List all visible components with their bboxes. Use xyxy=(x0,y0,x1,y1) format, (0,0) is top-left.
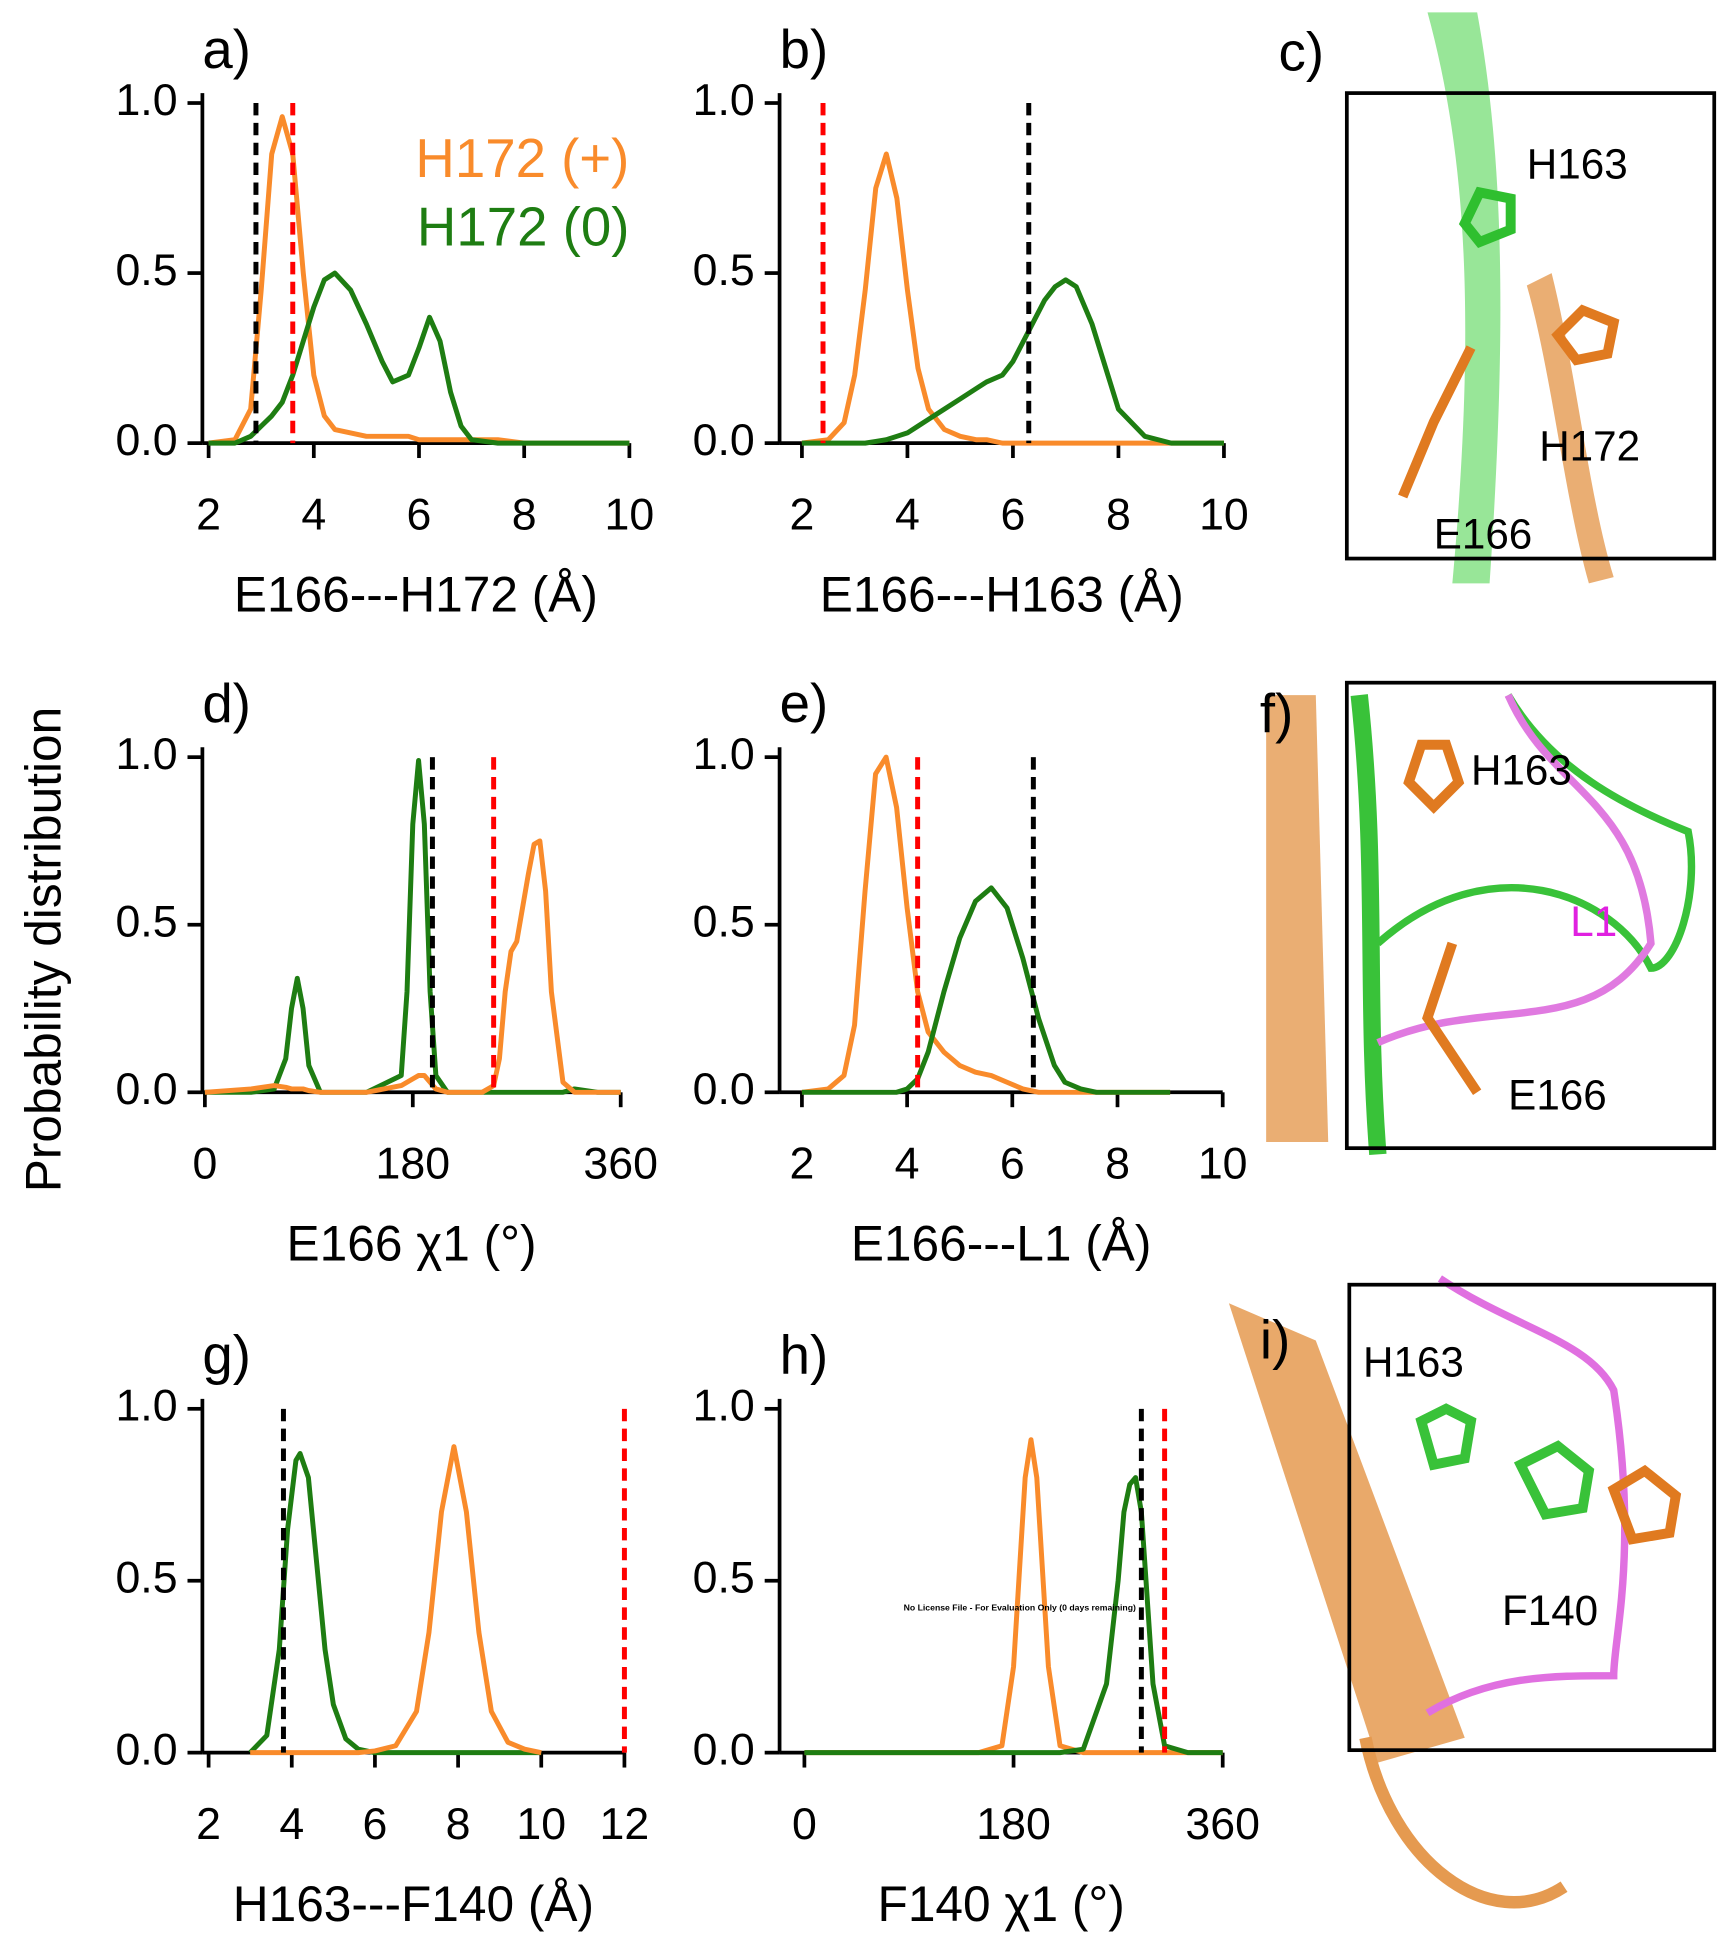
x-axis-label: E166 χ1 (°) xyxy=(287,1216,537,1272)
x-tick-label: 0 xyxy=(792,1800,817,1849)
x-tick-label: 180 xyxy=(976,1800,1051,1849)
x-axis-label: F140 χ1 (°) xyxy=(878,1876,1125,1932)
x-tick-label: 180 xyxy=(376,1140,451,1189)
x-tick-label: 0 xyxy=(192,1140,217,1189)
x-tick-label: 4 xyxy=(895,490,920,539)
line-series xyxy=(801,754,1171,1095)
panel: d) 0.0 0.5 1.0 0 180 360 E166 χ1 (°) xyxy=(115,673,658,1272)
x-axis-label: H163---F140 (Å) xyxy=(233,1876,594,1932)
x-tick-label: 10 xyxy=(516,1800,566,1849)
x-tick-label: 4 xyxy=(895,1140,920,1189)
y-axis-label: Probability distribution xyxy=(15,707,71,1192)
residue-label: H163 xyxy=(1527,141,1628,188)
y-tick-label: 1.0 xyxy=(115,76,177,125)
panel-label: b) xyxy=(780,19,829,80)
y-tick-label: 0.5 xyxy=(693,898,755,947)
x-tick-label: 2 xyxy=(196,1800,221,1849)
residue-label: E166 xyxy=(1508,1072,1607,1119)
y-tick-label: 1.0 xyxy=(693,1382,755,1431)
residue-label: H163 xyxy=(1363,1339,1464,1386)
x-tick-label: 4 xyxy=(279,1800,304,1849)
x-axis-label: E166---L1 (Å) xyxy=(851,1216,1152,1272)
x-axis-label: E166---H163 (Å) xyxy=(820,566,1184,622)
y-tick-label: 1.0 xyxy=(693,76,755,125)
panel-label: g) xyxy=(202,1325,251,1386)
panel-label: h) xyxy=(780,1325,829,1386)
y-tick-label: 0.5 xyxy=(115,246,177,295)
y-tick-label: 1.0 xyxy=(115,1382,177,1431)
panel-label: a) xyxy=(202,19,251,80)
annotation: No License File - For Evaluation Only (0… xyxy=(904,1603,1136,1613)
x-axis-label: E166---H172 (Å) xyxy=(234,566,598,622)
x-tick-label: 360 xyxy=(1185,1800,1260,1849)
panel-label: f) xyxy=(1260,683,1293,744)
loop-label: L1 xyxy=(1570,898,1617,945)
panel: e) 0.0 0.5 1.0 2 4 6 8 10 E166---L1 (Å) xyxy=(693,673,1248,1272)
legend-entry: H172 (0) xyxy=(417,196,629,257)
x-tick-label: 10 xyxy=(1199,490,1249,539)
x-tick-label: 2 xyxy=(196,490,221,539)
line-series xyxy=(804,1475,1223,1756)
x-tick-label: 8 xyxy=(1105,1140,1130,1189)
line-series xyxy=(208,270,630,446)
panel: b) 0.0 0.5 1.0 2 4 6 8 10 E166---H163 (Å) xyxy=(693,19,1249,623)
residue-label: E166 xyxy=(1434,511,1533,558)
x-tick-label: 6 xyxy=(1000,1140,1025,1189)
y-tick-label: 0.5 xyxy=(115,898,177,947)
x-tick-label: 10 xyxy=(605,490,655,539)
x-tick-label: 10 xyxy=(1198,1140,1248,1189)
line-series xyxy=(801,885,1171,1095)
y-tick-label: 0.0 xyxy=(115,1065,177,1114)
x-tick-label: 8 xyxy=(1106,490,1131,539)
line-series xyxy=(801,151,1224,446)
y-tick-label: 0.5 xyxy=(115,1554,177,1603)
residue-label: H163 xyxy=(1471,746,1572,793)
panel-label: d) xyxy=(202,673,251,734)
panel-label: c) xyxy=(1279,21,1324,82)
x-tick-label: 6 xyxy=(363,1800,388,1849)
y-tick-label: 0.5 xyxy=(693,246,755,295)
panel: h) 0.0 0.5 1.0 0 180 360 F140 χ1 (°) No License … xyxy=(693,1325,1260,1932)
y-tick-label: 1.0 xyxy=(693,730,755,779)
y-tick-label: 0.5 xyxy=(693,1554,755,1603)
structure-f: f) H163 L1 E166 xyxy=(1260,680,1717,1156)
y-tick-label: 0.0 xyxy=(115,1725,177,1774)
x-tick-label: 8 xyxy=(512,490,537,539)
residue-label: H172 xyxy=(1539,422,1640,469)
x-tick-label: 6 xyxy=(407,490,432,539)
y-tick-label: 1.0 xyxy=(115,730,177,779)
line-series xyxy=(250,1444,542,1756)
x-tick-label: 8 xyxy=(446,1800,471,1849)
y-tick-label: 0.0 xyxy=(693,416,755,465)
y-tick-label: 0.0 xyxy=(693,1065,755,1114)
x-tick-label: 6 xyxy=(1001,490,1026,539)
x-tick-label: 4 xyxy=(301,490,326,539)
legend-entry: H172 (+) xyxy=(415,128,629,189)
y-tick-label: 0.0 xyxy=(115,416,177,465)
panel-label: i) xyxy=(1260,1310,1290,1371)
y-tick-label: 0.0 xyxy=(693,1725,755,1774)
line-series xyxy=(248,1451,542,1756)
panel-label: e) xyxy=(780,673,829,734)
line-series xyxy=(204,838,621,1095)
x-tick-label: 2 xyxy=(789,1140,814,1189)
x-tick-label: 2 xyxy=(789,490,814,539)
x-tick-label: 12 xyxy=(600,1800,650,1849)
structure-i: i) H163 F140 xyxy=(1228,1275,1717,1909)
line-series xyxy=(804,1437,1223,1756)
line-series xyxy=(801,277,1224,446)
structure-c: c) H163 H172 E166 xyxy=(1279,12,1717,584)
line-series xyxy=(204,758,621,1095)
residue-label: F140 xyxy=(1502,1587,1598,1634)
x-tick-label: 360 xyxy=(583,1140,658,1189)
